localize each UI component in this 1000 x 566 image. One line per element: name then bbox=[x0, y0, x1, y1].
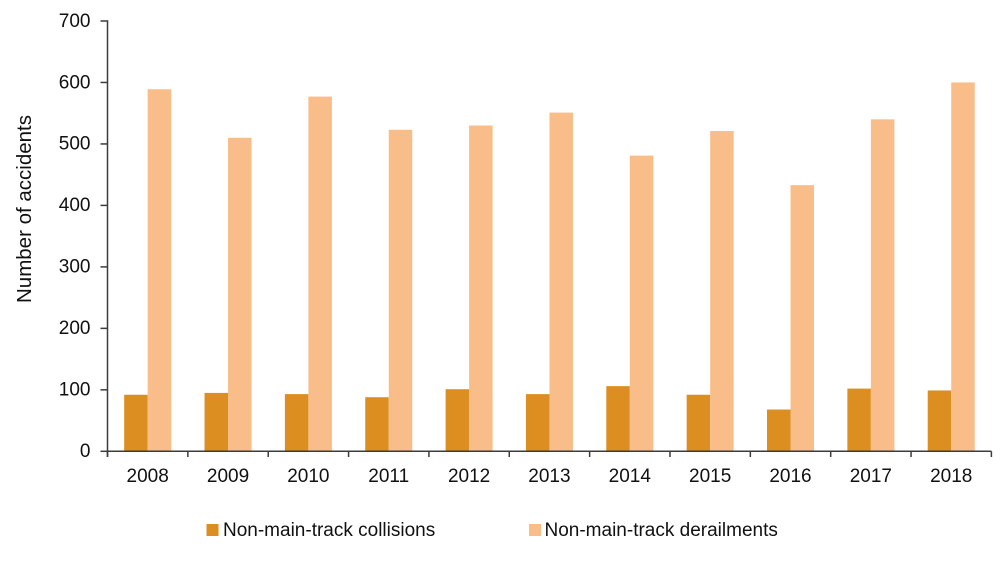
svg-text:500: 500 bbox=[59, 134, 91, 155]
svg-text:Non-main-track collisions: Non-main-track collisions bbox=[223, 520, 435, 541]
svg-text:2012: 2012 bbox=[448, 466, 490, 487]
svg-text:2014: 2014 bbox=[609, 466, 652, 487]
svg-text:200: 200 bbox=[59, 318, 91, 339]
svg-text:2016: 2016 bbox=[769, 466, 811, 487]
svg-text:300: 300 bbox=[59, 257, 91, 278]
svg-text:700: 700 bbox=[59, 11, 91, 32]
svg-text:2017: 2017 bbox=[850, 466, 892, 487]
svg-text:2010: 2010 bbox=[287, 466, 329, 487]
svg-text:2018: 2018 bbox=[930, 466, 972, 487]
svg-text:100: 100 bbox=[59, 380, 91, 401]
svg-text:2013: 2013 bbox=[528, 466, 570, 487]
svg-text:2011: 2011 bbox=[368, 466, 409, 487]
svg-text:Number of accidents: Number of accidents bbox=[13, 115, 36, 303]
svg-text:2009: 2009 bbox=[207, 466, 249, 487]
svg-text:0: 0 bbox=[80, 441, 91, 462]
svg-text:600: 600 bbox=[59, 72, 91, 93]
svg-text:400: 400 bbox=[59, 195, 91, 216]
svg-text:2008: 2008 bbox=[127, 466, 169, 487]
svg-text:Non-main-track derailments: Non-main-track derailments bbox=[545, 520, 778, 541]
svg-text:2015: 2015 bbox=[689, 466, 731, 487]
